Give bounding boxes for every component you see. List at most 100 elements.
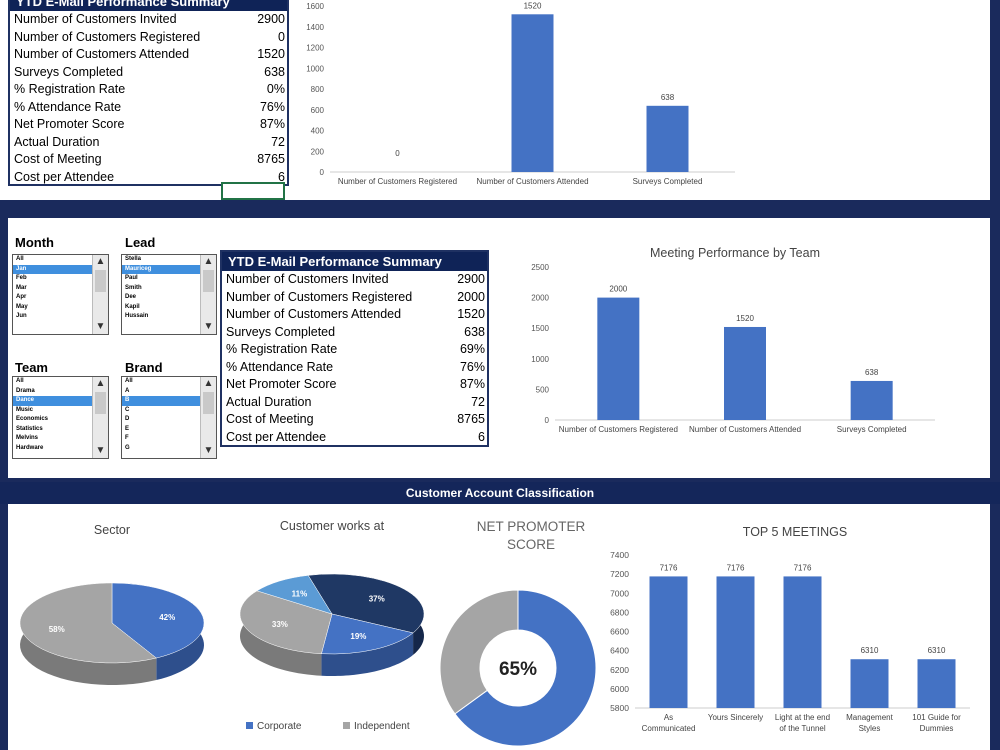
chevron-up-icon[interactable]: ▲ [203,378,214,389]
x-tick-label: Styles [859,724,881,733]
kpi-value: 1520 [457,307,485,321]
x-tick-label: of the Tunnel [779,724,825,733]
slicer-item[interactable]: Kapil [125,303,140,310]
slicer-item[interactable]: F [125,435,129,441]
slicer-item[interactable]: E [125,425,130,432]
top-bar-chart: 0 200 400 600 800 1000 1200 1400 1600 0 Number of … [306,1,735,186]
x-tick-label: Surveys Completed [837,425,907,434]
kpi-value: 6 [278,169,285,184]
slicer-item[interactable]: Statistics [16,425,43,432]
slicer-item[interactable]: Jun [16,313,27,319]
x-tick-label: Number of Customers Registered [559,425,678,434]
legend-swatch [246,722,253,729]
data-label: 0 [395,149,400,158]
bar [850,659,889,708]
kpi-value: 76% [459,359,485,374]
kpi-row: % Attendance Rate 76% [10,99,287,117]
kpi-value: 6 [478,429,485,444]
slicer-item[interactable]: Mar [16,284,27,291]
kpi-label: Number of Customers Attended [14,47,190,61]
team-slicer[interactable]: All Drama Dance Music Economics Statistics Mel… [12,376,109,459]
data-label: 638 [661,93,675,102]
y-tick-label: 6600 [610,627,629,637]
works-pie-chart: Customer works at 37% 19% 33% 11% Corporate In… [239,519,425,732]
legend-label: Corporate [257,721,302,732]
bar [724,326,766,420]
chevron-down-icon[interactable]: ▼ [203,445,214,456]
kpi-value: 76% [259,99,285,114]
slicer-item[interactable]: Jan [13,264,93,274]
slicer-item[interactable]: Economics [16,416,49,422]
slicer-item[interactable]: Dee [125,294,137,300]
chevron-up-icon[interactable]: ▲ [95,378,106,389]
slicer-item[interactable]: C [125,406,130,413]
kpi-label: Number of Customers Registered [226,289,413,304]
scrollbar[interactable]: ▲ ▼ [92,255,108,334]
slicer-item[interactable]: A [125,387,130,394]
kpi-label: Actual Duration [226,394,312,409]
slicer-item[interactable]: All [125,378,133,384]
scrollbar-thumb[interactable] [203,270,214,292]
kpi-label: Number of Customers Attended [226,307,402,321]
kpi-label: % Registration Rate [226,342,338,356]
slicer-item[interactable]: All [16,378,24,384]
data-label: 7176 [794,563,812,572]
slicer-item[interactable]: G [125,444,130,451]
chart-title: Sector [94,523,130,537]
bar [597,297,640,420]
scrollbar-thumb[interactable] [95,270,106,292]
kpi-row: Surveys Completed 638 [222,324,487,342]
slice-label: 11% [292,590,308,599]
chevron-up-icon[interactable]: ▲ [95,256,106,267]
chevron-down-icon[interactable]: ▼ [95,445,106,456]
scrollbar[interactable]: ▲ ▼ [92,377,108,458]
scrollbar-thumb[interactable] [203,392,214,414]
legend-label: Independent [354,721,410,732]
chevron-down-icon[interactable]: ▼ [203,321,214,332]
slicer-item[interactable]: Paul [125,275,138,281]
month-slicer[interactable]: All Jan Feb Mar Apr May Jun ▲ ▼ [12,254,109,335]
kpi-row: Cost per Attendee 6 [10,169,287,187]
scrollbar[interactable]: ▲ ▼ [200,377,216,458]
kpi-label: Cost per Attendee [226,429,327,444]
y-tick-label: 1400 [306,23,324,32]
kpi-value: 72 [271,134,285,149]
y-tick-label: 400 [311,127,325,136]
kpi-value: 8765 [457,412,485,426]
slicer-item[interactable]: D [125,416,130,422]
kpi-value: 69% [459,342,485,356]
pie-slice [19,582,157,664]
slicer-item[interactable]: Smith [125,284,142,291]
slicer-item[interactable]: Hussain [125,313,149,319]
bar [649,576,688,708]
brand-slicer[interactable]: All A B C D E F G ▲ ▼ [121,376,217,459]
slicer-item[interactable]: Dance [13,396,93,406]
x-tick-label: Dummies [920,724,954,733]
donut-center-label: 65% [499,659,537,680]
pie-slice [307,573,425,634]
slicer-item[interactable]: Music [16,406,34,413]
kpi-label: Number of Customers Registered [14,29,201,44]
selected-cell[interactable] [221,182,285,200]
slicer-item[interactable]: Apr [16,294,27,300]
chevron-down-icon[interactable]: ▼ [95,321,106,332]
scrollbar[interactable]: ▲ ▼ [200,255,216,334]
lead-slicer[interactable]: Stella Mauriceg Paul Smith Dee Kapil Hussain ▲ ▼ [121,254,217,335]
chevron-up-icon[interactable]: ▲ [203,256,214,267]
slicer-item[interactable]: B [122,396,201,406]
slicer-item[interactable]: Stella [125,256,142,262]
slicer-item[interactable]: May [16,303,28,310]
slicer-item[interactable]: All [16,256,24,262]
slicer-item[interactable]: Melvins [16,435,39,441]
slicer-item[interactable]: Mauriceg [122,264,201,274]
pie-slice [256,575,333,615]
bar [511,14,554,172]
slicer-item[interactable]: Hardware [16,444,44,451]
kpi-label: Actual Duration [14,134,100,149]
chart-title: TOP 5 MEETINGS [743,525,847,539]
slicer-item[interactable]: Drama [16,387,35,394]
kpi-value: 1520 [257,47,285,61]
chart-title: SCORE [507,537,555,552]
slicer-item[interactable]: Feb [16,275,27,281]
scrollbar-thumb[interactable] [95,392,106,414]
